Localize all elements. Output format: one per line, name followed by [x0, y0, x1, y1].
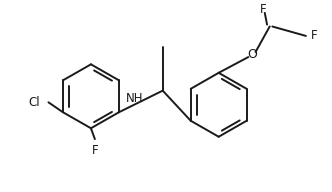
Text: F: F	[311, 29, 317, 42]
Text: Cl: Cl	[29, 96, 40, 109]
Text: F: F	[92, 144, 98, 157]
Text: F: F	[260, 3, 267, 16]
Text: NH: NH	[126, 92, 144, 105]
Text: O: O	[247, 48, 257, 61]
